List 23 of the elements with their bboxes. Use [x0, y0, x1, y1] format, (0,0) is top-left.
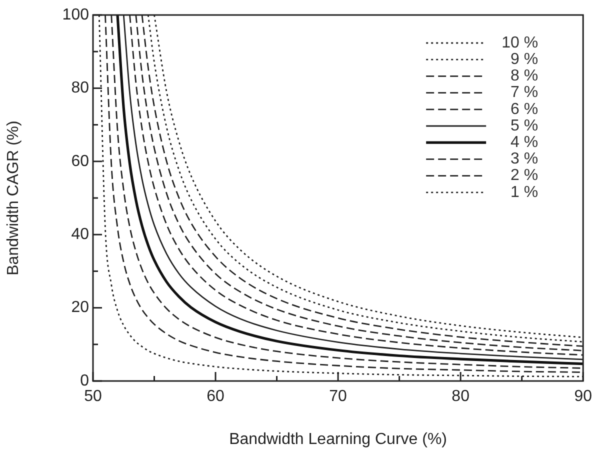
- legend-label: 1 %: [510, 184, 538, 201]
- legend-label: 7 %: [510, 84, 538, 102]
- legend-label: 3 %: [510, 150, 538, 168]
- y-tick-label: 0: [80, 372, 90, 390]
- y-tick-label: 60: [71, 152, 90, 170]
- x-tick-label: 70: [329, 388, 348, 406]
- x-tick-label: 80: [452, 388, 470, 406]
- x-tick-label: 60: [206, 388, 225, 406]
- y-axis-title: Bandwidth CAGR (%): [5, 120, 22, 276]
- legend-label: 9 %: [510, 51, 538, 68]
- x-tick-label: 50: [84, 388, 102, 406]
- y-tick-label: 80: [71, 80, 90, 97]
- y-tick-label: 40: [71, 226, 90, 244]
- x-axis-title: Bandwidth Learning Curve (%): [229, 430, 447, 448]
- legend-label: 8 %: [510, 68, 538, 85]
- legend-label: 6 %: [510, 100, 538, 118]
- y-tick-label: 100: [62, 6, 90, 24]
- x-tick-label: 90: [574, 388, 592, 406]
- legend-label: 4 %: [510, 134, 538, 152]
- legend-label: 2 %: [510, 167, 538, 184]
- legend-label: 10 %: [502, 34, 538, 52]
- legend-label: 5 %: [510, 117, 538, 134]
- y-tick-label: 20: [71, 299, 90, 316]
